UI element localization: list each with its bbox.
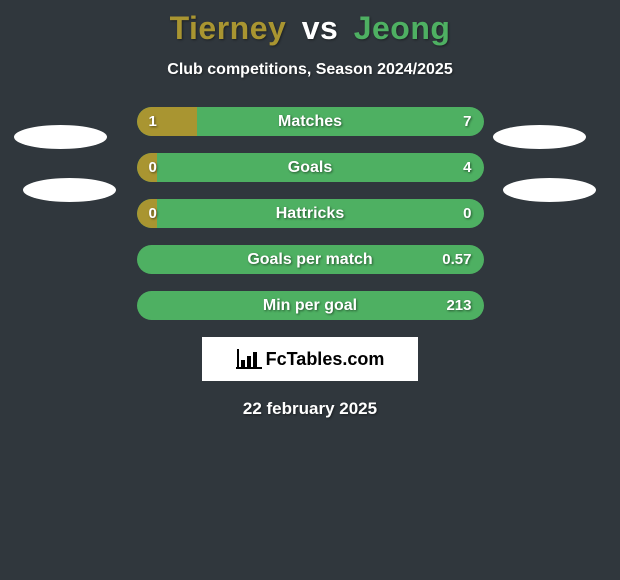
stat-value-right: 0 — [463, 199, 471, 228]
stat-value-right: 0.57 — [442, 245, 471, 274]
stat-label: Goals — [137, 153, 484, 182]
stat-bar: Min per goal 213 — [137, 291, 484, 320]
stat-bar: Goals per match 0.57 — [137, 245, 484, 274]
stat-label: Goals per match — [137, 245, 484, 274]
page-title: Tierney vs Jeong — [0, 0, 620, 47]
stat-bar-left-fill — [137, 153, 158, 182]
stat-value-right: 213 — [446, 291, 471, 320]
player2-name: Jeong — [354, 10, 451, 46]
stat-bar-left-fill — [137, 199, 158, 228]
stat-label: Hattricks — [137, 199, 484, 228]
stat-bars: 1 Matches 7 0 Goals 4 0 Hattricks 0 Goal… — [137, 107, 484, 320]
brand-name: FcTables.com — [266, 349, 385, 370]
player1-name: Tierney — [170, 10, 287, 46]
stat-value-right: 7 — [463, 107, 471, 136]
player-badge-ellipse — [14, 125, 107, 149]
vs-separator: vs — [302, 10, 339, 46]
player-badge-ellipse — [503, 178, 596, 202]
subtitle: Club competitions, Season 2024/2025 — [0, 61, 620, 79]
stat-bar: 0 Hattricks 0 — [137, 199, 484, 228]
brand-box: FcTables.com — [202, 337, 418, 381]
stat-bar-left-fill — [137, 107, 198, 136]
bar-chart-icon — [236, 349, 262, 369]
stat-value-right: 4 — [463, 153, 471, 182]
stat-label: Min per goal — [137, 291, 484, 320]
date: 22 february 2025 — [0, 399, 620, 419]
player-badge-ellipse — [23, 178, 116, 202]
stat-bar: 0 Goals 4 — [137, 153, 484, 182]
player-badge-ellipse — [493, 125, 586, 149]
stat-bar: 1 Matches 7 — [137, 107, 484, 136]
